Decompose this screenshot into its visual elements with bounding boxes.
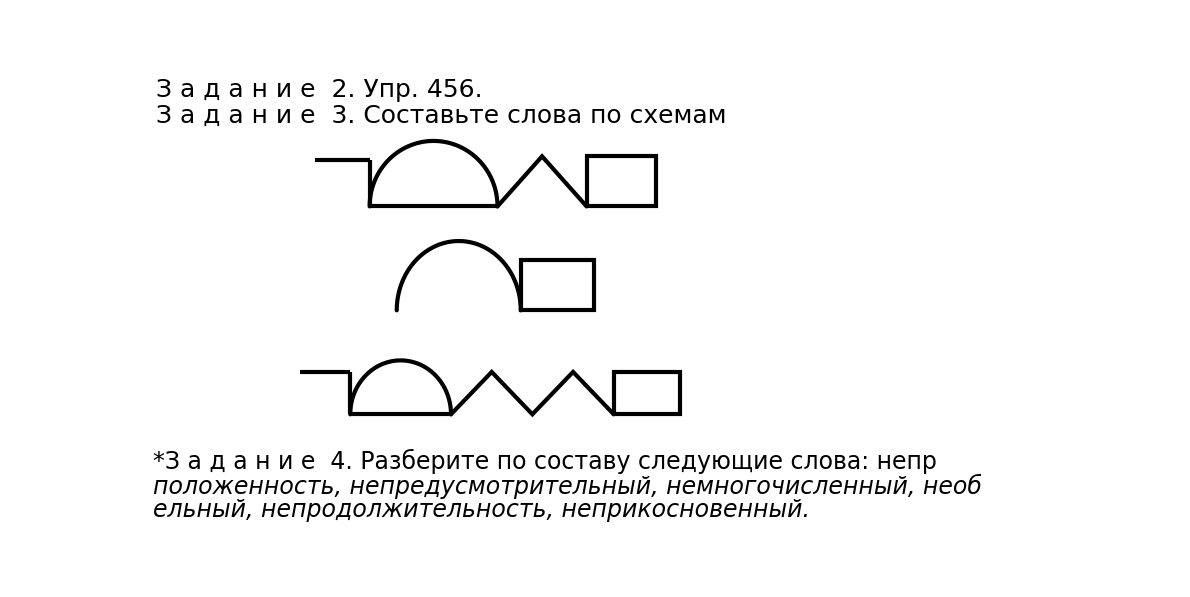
Text: З а д а н и е  2. Упр. 456.: З а д а н и е 2. Упр. 456. (157, 78, 483, 102)
Bar (614, 372, 679, 414)
Bar (521, 260, 594, 310)
Text: положенность, непредусмотрительный, немногочисленный, необ: положенность, непредусмотрительный, немн… (152, 473, 982, 498)
Bar (587, 156, 657, 207)
Text: ельный, непродолжительность, неприкосновенный.: ельный, непродолжительность, неприкоснов… (152, 498, 809, 522)
Text: *З а д а н и е  4. Разберите по составу следующие слова: непр: *З а д а н и е 4. Разберите по составу с… (152, 449, 937, 474)
Text: З а д а н и е  3. Составьте слова по схемам: З а д а н и е 3. Составьте слова по схем… (157, 104, 727, 128)
